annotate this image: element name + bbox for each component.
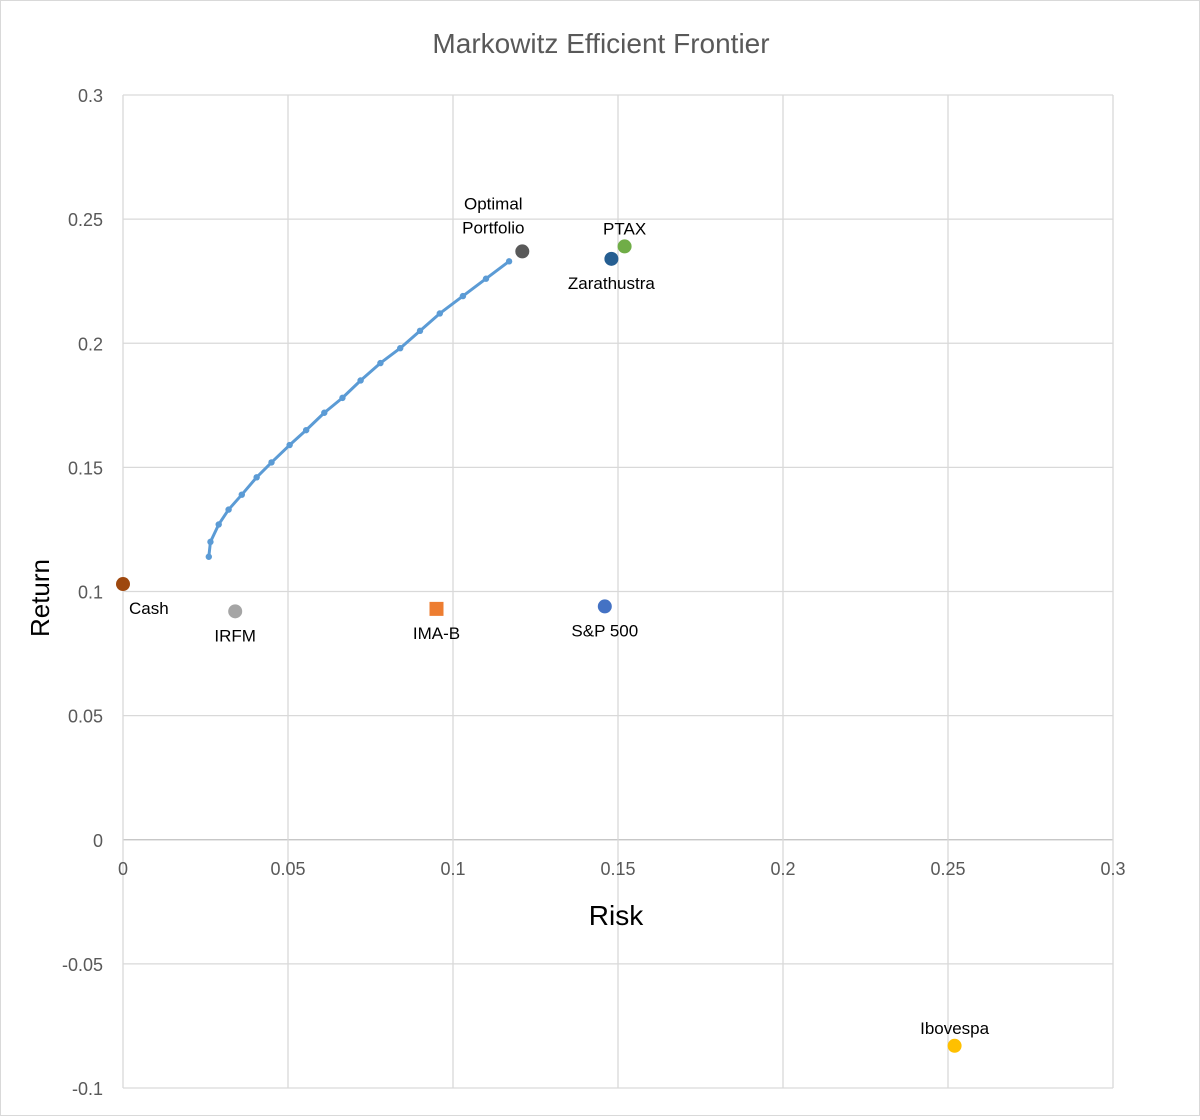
asset-label-line: Ibovespa xyxy=(920,1019,990,1038)
asset-label-ima-b: IMA-B xyxy=(413,624,460,643)
x-tick-label: 0.25 xyxy=(930,859,965,879)
asset-label-s-p-500: S&P 500 xyxy=(571,621,638,640)
frontier-line xyxy=(207,260,511,557)
x-tick-label: 0.3 xyxy=(1100,859,1125,879)
gridlines xyxy=(122,94,1114,1089)
asset-point-s-p-500 xyxy=(597,599,612,614)
asset-point-zarathustra xyxy=(604,251,619,266)
frontier-point xyxy=(377,359,384,367)
frontier-point xyxy=(416,327,424,335)
frontier-point xyxy=(482,275,490,282)
asset-label-ptax: PTAX xyxy=(603,219,646,238)
asset-label-zarathustra: Zarathustra xyxy=(568,274,655,293)
asset-label-line: Cash xyxy=(129,599,169,618)
x-tick-labels: 0 0.05 0.1 0.15 0.2 0.25 0.3 xyxy=(118,859,1126,879)
y-tick-label: 0.2 xyxy=(78,334,103,354)
frontier-point xyxy=(215,521,222,528)
asset-points: Optimal Portfolio PTAX Zarathustra Cash IRFM I… xyxy=(116,194,990,1053)
frontier-point xyxy=(302,426,310,434)
asset-label-line: PTAX xyxy=(603,219,646,238)
x-tick-label: 0.15 xyxy=(600,859,635,879)
frontier-point xyxy=(225,506,232,513)
frontier-point xyxy=(268,459,275,466)
y-tick-label: 0 xyxy=(93,831,103,851)
y-tick-label: 0.15 xyxy=(68,458,103,478)
asset-label-ibovespa: Ibovespa xyxy=(920,1019,990,1038)
asset-label-line: IMA-B xyxy=(413,624,460,643)
y-tick-label: 0.1 xyxy=(78,583,103,603)
frontier-point xyxy=(459,292,467,300)
asset-label-line: S&P 500 xyxy=(571,621,638,640)
y-tick-label: -0.05 xyxy=(62,955,103,975)
frontier-point xyxy=(321,409,328,416)
frontier-point xyxy=(286,441,293,449)
asset-point-ptax xyxy=(617,239,632,254)
frontier-point xyxy=(397,345,404,352)
efficient-frontier-series xyxy=(205,258,513,560)
asset-point-optimal-portfolio xyxy=(515,244,530,259)
y-tick-label: -0.1 xyxy=(72,1079,103,1099)
frontier-point xyxy=(205,553,212,560)
chart-title: Markowitz Efficient Frontier xyxy=(432,28,769,59)
x-tick-label: 0.2 xyxy=(770,859,795,879)
x-tick-label: 0 xyxy=(118,859,128,879)
y-tick-label: 0.3 xyxy=(78,86,103,106)
x-axis-label: Risk xyxy=(589,900,644,931)
asset-point-ibovespa xyxy=(947,1038,962,1053)
frontier-point xyxy=(238,491,245,498)
y-axis-label: Return xyxy=(25,559,55,637)
asset-label-optimal-portfolio: Optimal Portfolio xyxy=(462,194,524,237)
frontier-point xyxy=(207,538,214,546)
x-tick-label: 0.1 xyxy=(440,859,465,879)
asset-point-ima-b xyxy=(429,601,444,616)
asset-label-irfm: IRFM xyxy=(214,626,256,645)
frontier-point xyxy=(436,310,443,317)
frontier-point xyxy=(357,377,364,384)
frontier-point xyxy=(505,258,513,265)
asset-label-line: IRFM xyxy=(214,626,256,645)
asset-point-irfm xyxy=(228,604,243,619)
frontier-point xyxy=(253,474,260,481)
asset-label-line: Optimal xyxy=(464,194,523,213)
frontier-point xyxy=(339,394,346,402)
y-tick-label: 0.05 xyxy=(68,707,103,727)
y-tick-label: 0.25 xyxy=(68,210,103,230)
x-tick-label: 0.05 xyxy=(270,859,305,879)
asset-label-cash: Cash xyxy=(129,599,169,618)
y-tick-labels: -0.1 -0.05 0 0.05 0.1 0.15 0.2 0.25 0.3 xyxy=(62,86,103,1099)
asset-point-cash xyxy=(116,577,130,592)
asset-label-line: Portfolio xyxy=(462,218,524,237)
asset-label-line: Zarathustra xyxy=(568,274,655,293)
